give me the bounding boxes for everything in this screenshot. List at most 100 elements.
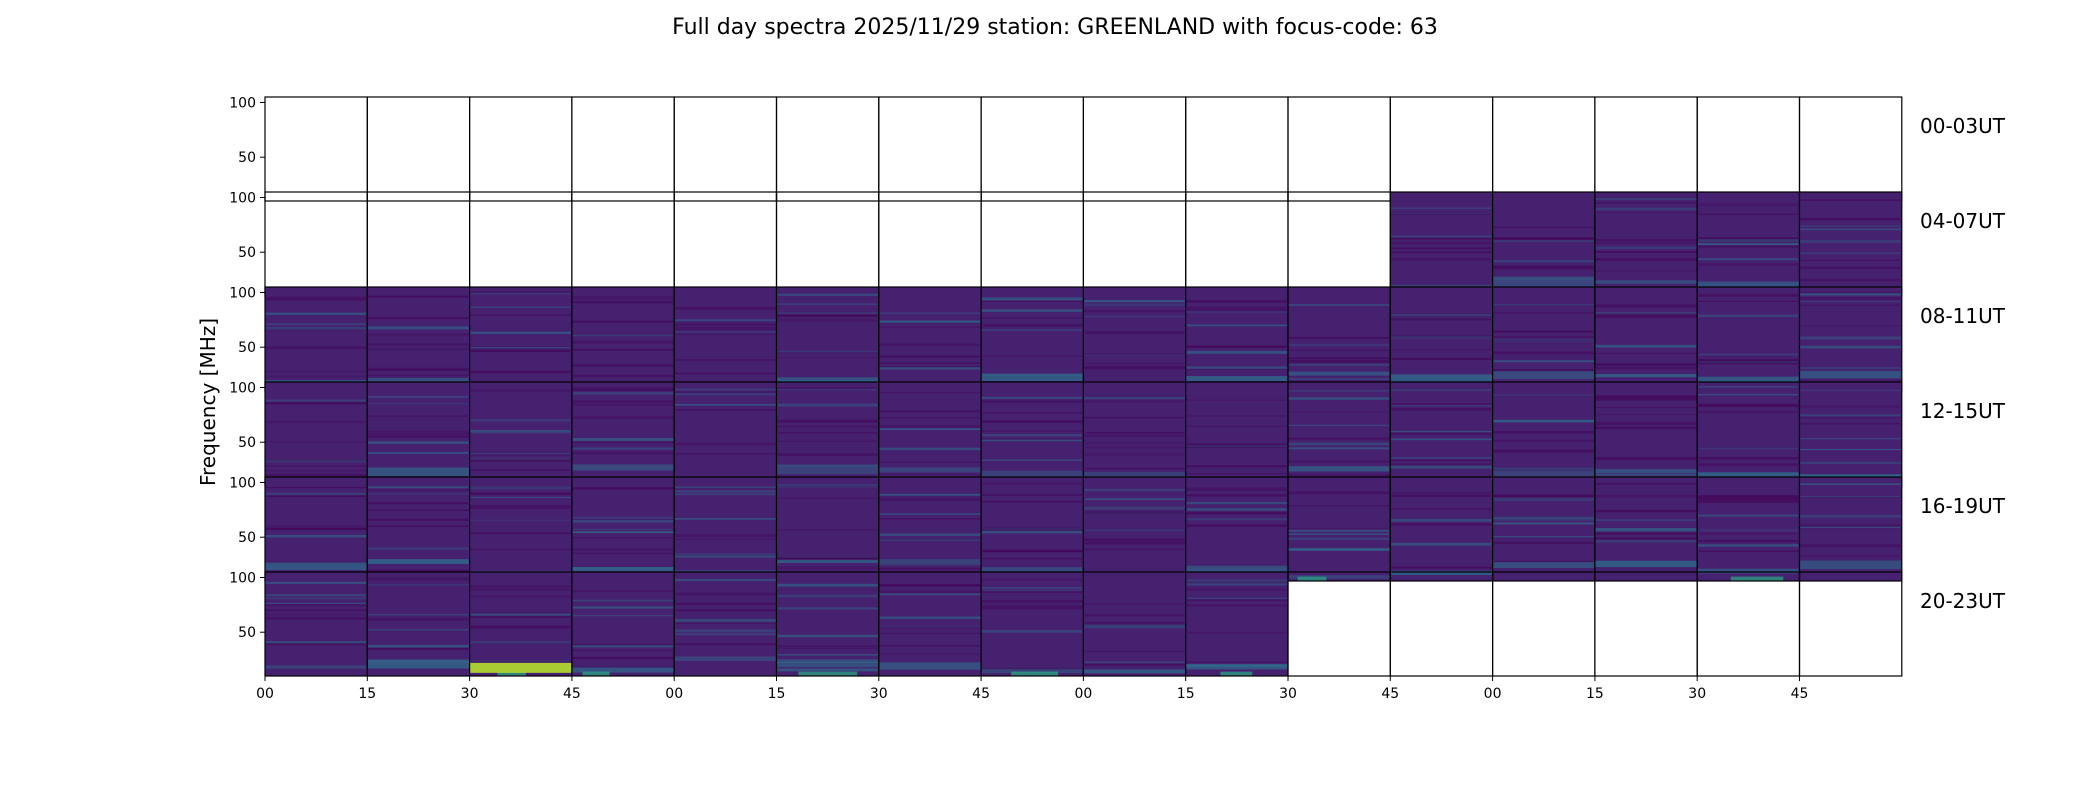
spectrum-line (1799, 414, 1902, 417)
spectrum-band (367, 660, 470, 669)
panel-frame (1696, 571, 1801, 677)
spectrum-line (1083, 664, 1186, 666)
spectrum-line (674, 403, 777, 406)
spectrum-line (571, 657, 675, 660)
spectrum-line (1594, 258, 1698, 261)
spectrum-line (1697, 496, 1800, 500)
x-tick-label: 45 (563, 686, 581, 702)
spectrum-line (1799, 345, 1902, 349)
spectrum-line (1083, 400, 1186, 403)
x-tick-label: 00 (1074, 686, 1092, 702)
spectrum-line (1185, 512, 1288, 514)
panel-frame (469, 191, 573, 297)
spectrum-line (1185, 415, 1288, 418)
spectrum-line (469, 504, 572, 508)
spectrum-line (1697, 358, 1800, 362)
spectrum-line (981, 439, 1084, 442)
panel-frame (673, 96, 778, 202)
spectrum-panel (980, 191, 1084, 297)
spectrum-line (1697, 544, 1800, 547)
spectrum-line (776, 350, 879, 353)
spectrum-line (571, 403, 675, 407)
y-tick-label: 50 (238, 245, 256, 261)
spectrum-line (981, 420, 1084, 423)
spectrum-band (1594, 374, 1698, 378)
spectrum-line (265, 458, 368, 462)
spectrum-line (1594, 519, 1698, 522)
spectrum-line (776, 647, 879, 649)
spectrum-line (1594, 211, 1698, 213)
spectrum-panel (1696, 96, 1801, 202)
spectrum-line (1083, 300, 1186, 303)
spectrum-line (1594, 482, 1698, 485)
spectrum-line (367, 295, 470, 298)
spectrum-line (367, 644, 470, 648)
spectrum-line (469, 532, 572, 535)
spectrum-line (1083, 353, 1186, 357)
spectrum-line (1799, 544, 1902, 548)
spectrum-line (674, 554, 777, 558)
spectrum-line (776, 485, 879, 487)
spectrum-panel (1798, 381, 1903, 487)
spectrum-line (981, 528, 1084, 532)
spectrum-panel (980, 476, 1084, 582)
spectrum-line (1594, 352, 1698, 355)
spectrum-heatmap (1492, 382, 1595, 486)
spectrum-line (367, 617, 470, 621)
spectrum-line (1185, 446, 1288, 448)
spectrum-line (1185, 604, 1288, 607)
spectrum-line (878, 461, 982, 463)
spectrum-line (571, 320, 675, 323)
spectrum-line (265, 458, 368, 462)
spectrum-panel (1594, 191, 1698, 297)
x-tick-label: 45 (1791, 686, 1809, 702)
spectrum-line (674, 553, 777, 557)
spectrum-line (1697, 353, 1800, 356)
spectrum-line (1594, 509, 1698, 513)
spectrum-line (1492, 237, 1595, 240)
spectrum-heatmap (1390, 477, 1493, 581)
spectrum-line (1288, 491, 1391, 495)
spectrum-heatmap (1594, 192, 1698, 296)
spectrum-line (571, 531, 675, 533)
spectrum-line (878, 513, 982, 515)
spectrum-line (674, 323, 777, 326)
spectrum-panel (366, 476, 471, 582)
spectrum-line (469, 431, 572, 433)
spectrum-line (469, 419, 572, 422)
spectrum-line (1697, 300, 1800, 302)
spectrum-line (1185, 579, 1288, 583)
spectrum-line (1799, 278, 1902, 282)
panel-frame (878, 96, 982, 202)
spectrum-line (1492, 226, 1595, 229)
y-tick-label: 50 (238, 530, 256, 546)
spectrum-line (469, 431, 572, 434)
spectrum-line (981, 328, 1084, 331)
spectrum-line (265, 604, 368, 607)
spectrum-line (1288, 447, 1391, 450)
spectrum-line (878, 563, 982, 566)
spectrum-line (674, 490, 777, 493)
spectrum-line (1083, 467, 1186, 470)
spectrum-line (1799, 292, 1902, 296)
spectrum-line (776, 318, 879, 322)
spectrum-heatmap (1697, 477, 1800, 581)
spectrum-burst (582, 671, 610, 676)
spectrum-line (1697, 263, 1800, 266)
spectrum-heatmap (878, 572, 982, 676)
spectrum-line (674, 391, 777, 393)
spectrum-line (1390, 251, 1493, 254)
spectrum-line (571, 520, 675, 523)
spectrum-line (878, 362, 982, 364)
spectrum-line (674, 553, 777, 556)
spectrum-line (1083, 366, 1186, 370)
spectrum-band (878, 467, 982, 473)
spectrum-line (1594, 270, 1698, 272)
spectrum-line (1697, 293, 1800, 297)
spectrum-line (878, 645, 982, 647)
spectrum-line (1390, 518, 1493, 522)
spectrum-line (469, 507, 572, 510)
spectrum-line (1492, 240, 1595, 242)
spectrum-line (1594, 527, 1698, 531)
spectrum-band (571, 667, 675, 673)
